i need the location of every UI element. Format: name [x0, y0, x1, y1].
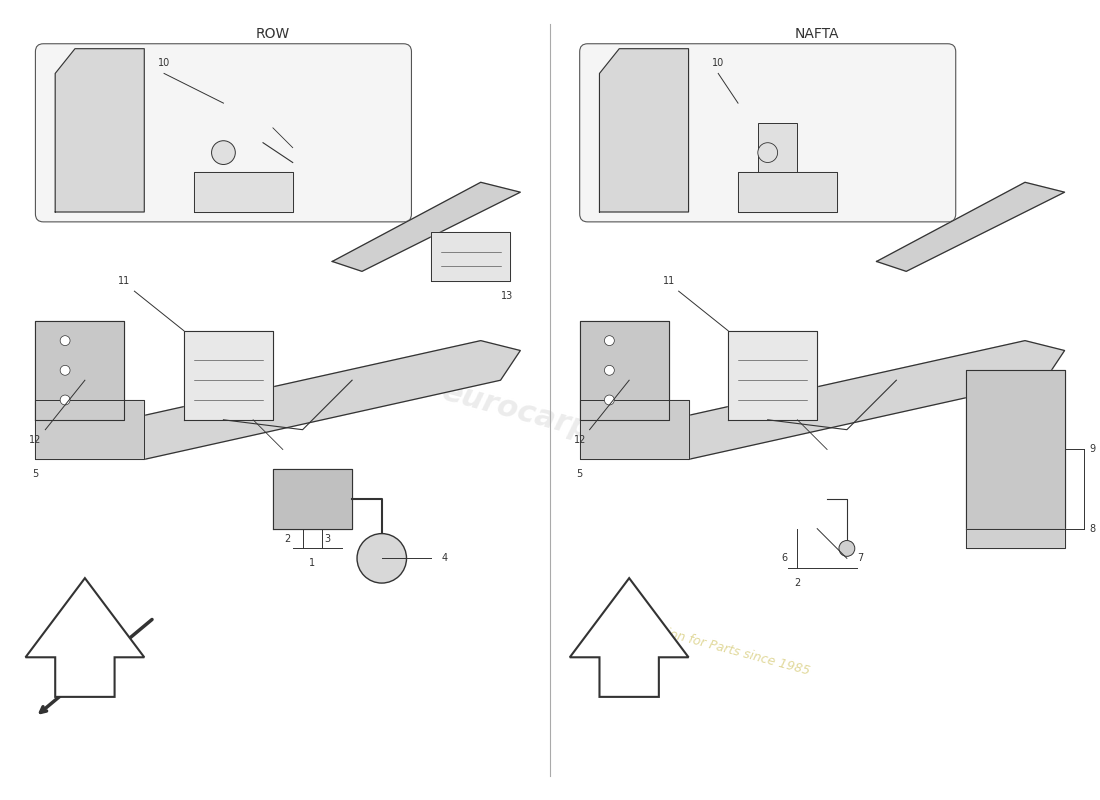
Polygon shape [194, 172, 293, 212]
FancyBboxPatch shape [35, 44, 411, 222]
Circle shape [358, 534, 407, 583]
Text: 2: 2 [285, 534, 290, 543]
Text: 6: 6 [781, 554, 788, 563]
Text: 10: 10 [712, 58, 725, 69]
Polygon shape [35, 400, 144, 459]
Circle shape [211, 141, 235, 165]
Circle shape [60, 336, 70, 346]
Circle shape [604, 336, 614, 346]
Polygon shape [55, 49, 144, 212]
Text: 10: 10 [158, 58, 170, 69]
Text: 8: 8 [1089, 524, 1096, 534]
Text: a passion for Parts since 1985: a passion for Parts since 1985 [626, 617, 811, 678]
Circle shape [60, 366, 70, 375]
Bar [758, 123, 798, 172]
Text: 4: 4 [441, 554, 448, 563]
Text: 11: 11 [662, 276, 675, 286]
Text: 3: 3 [324, 534, 330, 543]
Text: 12: 12 [30, 434, 42, 445]
Text: 11: 11 [119, 276, 131, 286]
Text: 1: 1 [309, 558, 316, 568]
Circle shape [839, 541, 855, 556]
Circle shape [604, 395, 614, 405]
Text: 12: 12 [573, 434, 586, 445]
Polygon shape [966, 370, 1065, 529]
FancyBboxPatch shape [580, 44, 956, 222]
Circle shape [604, 366, 614, 375]
Polygon shape [738, 172, 837, 212]
Text: 5: 5 [32, 470, 39, 479]
Polygon shape [570, 578, 689, 697]
Polygon shape [431, 232, 510, 282]
Text: 9: 9 [1089, 445, 1096, 454]
Circle shape [60, 395, 70, 405]
Polygon shape [877, 182, 1065, 271]
Polygon shape [25, 578, 144, 697]
Text: ROW: ROW [256, 27, 290, 41]
Text: 7: 7 [857, 554, 864, 563]
Text: eurocarparts: eurocarparts [439, 377, 661, 462]
Polygon shape [580, 400, 689, 459]
Polygon shape [600, 49, 689, 212]
Polygon shape [580, 321, 669, 420]
Text: 2: 2 [794, 578, 801, 588]
Polygon shape [332, 182, 520, 271]
Text: 13: 13 [500, 291, 513, 301]
Text: NAFTA: NAFTA [795, 27, 839, 41]
Polygon shape [629, 341, 1065, 459]
Polygon shape [184, 330, 273, 420]
Polygon shape [273, 470, 352, 529]
Text: 5: 5 [576, 470, 583, 479]
Polygon shape [35, 321, 124, 420]
Polygon shape [728, 330, 817, 420]
Circle shape [758, 142, 778, 162]
Polygon shape [85, 341, 520, 459]
Polygon shape [966, 529, 1065, 549]
